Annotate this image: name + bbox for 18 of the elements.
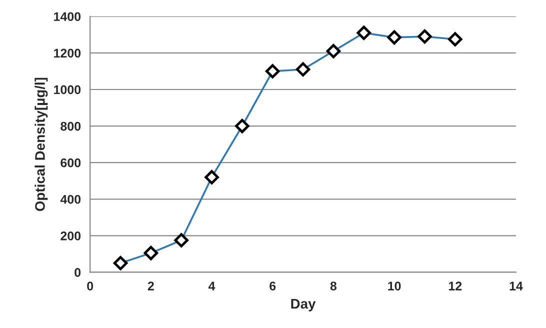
y-tick-label: 1000 xyxy=(54,85,81,94)
y-axis-title: Optical Density[µg/l] xyxy=(34,78,48,212)
x-tick-label: 12 xyxy=(448,282,462,290)
x-tick-label: 0 xyxy=(87,282,94,290)
x-tick-label: 14 xyxy=(510,282,523,290)
y-tick-label: 200 xyxy=(60,231,81,240)
x-tick-label: 6 xyxy=(270,282,276,290)
y-tick-label: 1400 xyxy=(54,12,81,22)
y-tick-label: 600 xyxy=(60,158,81,168)
x-tick-label: 4 xyxy=(208,282,216,290)
y-tick-label: 800 xyxy=(60,122,81,131)
y-tick-label: 1200 xyxy=(54,48,81,58)
x-tick-label: 2 xyxy=(148,282,154,290)
x-axis-title: Day xyxy=(291,298,316,312)
y-tick-label: 400 xyxy=(60,194,81,204)
x-tick-label: 8 xyxy=(330,282,337,290)
y-tick-label: 0 xyxy=(74,268,81,277)
x-tick-label: 10 xyxy=(388,282,401,290)
